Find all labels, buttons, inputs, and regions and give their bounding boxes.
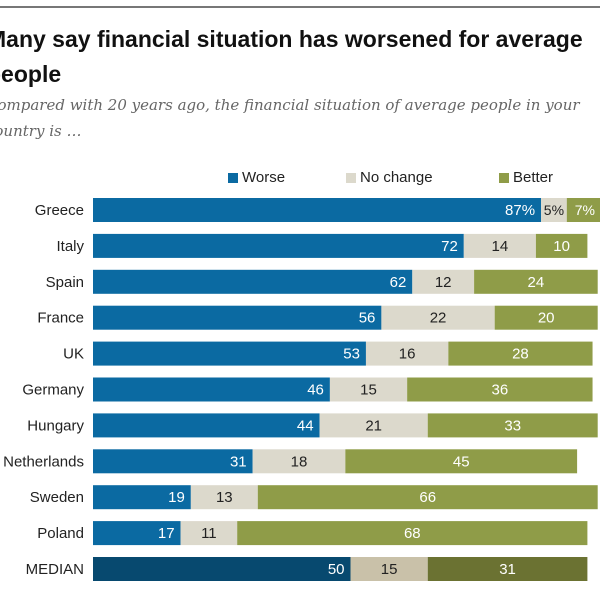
chart-title: Many say financial situation has worsene…	[0, 26, 583, 87]
data-label-better: 28	[512, 346, 529, 363]
bar-worse	[93, 341, 366, 366]
bar-no_change	[329, 377, 408, 402]
data-label-better: 33	[504, 417, 521, 434]
legend-swatch-worse	[228, 172, 238, 183]
legend-label: No change	[360, 169, 433, 186]
data-label-better: 24	[528, 274, 545, 291]
bar-better	[474, 269, 598, 294]
data-label-worse: 50	[328, 561, 345, 578]
data-label-better: 66	[419, 489, 436, 506]
bar-better	[257, 485, 598, 510]
bar-worse	[93, 198, 542, 222]
data-label-no_change: 11	[201, 525, 217, 542]
bar-no_change	[463, 233, 536, 258]
bar-no_change	[350, 557, 428, 581]
bar-better	[427, 413, 598, 438]
data-label-better: 36	[492, 382, 509, 399]
top-rule	[0, 6, 600, 8]
data-label-worse: 56	[359, 310, 376, 327]
bar-no_change	[541, 198, 567, 222]
data-label-better: 10	[553, 238, 570, 255]
legend-swatch-no-change	[346, 172, 356, 183]
data-label-no_change: 15	[381, 561, 398, 578]
data-label-no_change: 14	[492, 238, 509, 255]
bar-better	[237, 521, 588, 546]
data-label-worse: 72	[441, 238, 458, 255]
category-label: UK	[63, 346, 84, 363]
bar-worse	[93, 233, 464, 258]
category-label: MEDIAN	[26, 561, 84, 578]
category-label: Hungary	[27, 417, 84, 434]
legend-better: Better	[499, 169, 553, 186]
bar-no_change	[252, 449, 346, 474]
data-label-no_change: 16	[399, 346, 416, 363]
bar-no_change	[365, 341, 449, 366]
category-label: Netherlands	[3, 453, 84, 470]
bar-worse	[93, 269, 413, 294]
legend-swatch-better	[499, 172, 509, 183]
category-label: France	[37, 310, 84, 327]
data-label-better: 68	[404, 525, 421, 542]
data-label-worse: 19	[168, 489, 185, 506]
bar-worse	[93, 413, 320, 438]
data-label-no_change: 15	[360, 382, 377, 399]
data-label-worse: 17	[158, 525, 175, 542]
bar-no_change	[319, 413, 428, 438]
data-label-worse: 44	[297, 417, 314, 434]
legend-worse: Worse	[228, 169, 285, 186]
bar-no_change	[412, 269, 475, 294]
bar-worse	[93, 557, 351, 581]
bar-no_change	[381, 305, 495, 330]
bar-worse	[93, 521, 181, 546]
bar-better	[345, 449, 578, 474]
legend-no-change: No change	[346, 169, 433, 186]
data-label-worse: 31	[230, 453, 247, 470]
data-label-worse: 62	[390, 274, 407, 291]
category-label: Italy	[56, 238, 84, 255]
data-label-no_change: 18	[291, 453, 308, 470]
bar-better	[566, 198, 600, 222]
category-label: Sweden	[30, 489, 84, 506]
legend-label: Worse	[242, 169, 286, 186]
legend-label: Better	[513, 169, 554, 186]
data-label-worse: 53	[343, 346, 360, 363]
data-label-no_change: 21	[365, 417, 382, 434]
bar-worse	[93, 485, 191, 510]
bar-better	[427, 557, 588, 581]
data-label-no_change: 12	[435, 274, 452, 291]
bar-better	[407, 377, 593, 402]
category-label: Germany	[22, 382, 84, 399]
data-label-worse: 87%	[505, 202, 535, 219]
chart-subtitle: Compared with 20 years ago, the financia…	[0, 96, 580, 140]
bar-no_change	[180, 521, 238, 546]
data-label-better: 20	[538, 310, 555, 327]
data-label-no_change: 13	[216, 489, 233, 506]
data-label-worse: 46	[307, 382, 324, 399]
category-label: Greece	[35, 202, 84, 219]
bar-worse	[93, 377, 330, 402]
data-label-no_change: 5%	[544, 202, 564, 218]
category-label: Spain	[46, 274, 84, 291]
data-label-better: 7%	[575, 202, 595, 218]
legend: Worse No change Better	[0, 169, 600, 189]
bar-better	[535, 233, 588, 258]
category-label: Poland	[37, 525, 84, 542]
bar-worse	[93, 449, 253, 474]
bar-worse	[93, 305, 382, 330]
bar-better	[494, 305, 598, 330]
bar-better	[448, 341, 593, 366]
data-label-better: 45	[453, 453, 470, 470]
data-label-better: 31	[499, 561, 516, 578]
data-label-no_change: 22	[430, 310, 447, 327]
bar-no_change	[190, 485, 258, 510]
